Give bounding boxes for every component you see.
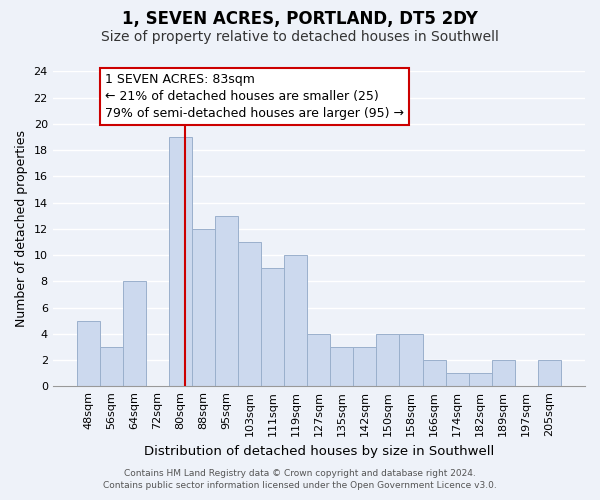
Bar [307,334,331,386]
Text: 1 SEVEN ACRES: 83sqm
← 21% of detached houses are smaller (25)
79% of semi-detac: 1 SEVEN ACRES: 83sqm ← 21% of detached h… [104,74,404,120]
Bar [400,334,422,386]
Bar [238,242,261,386]
Bar [538,360,561,386]
Bar [284,255,307,386]
Bar [169,137,192,386]
Bar [77,320,100,386]
Bar [446,373,469,386]
Bar [100,347,123,387]
Text: 1, SEVEN ACRES, PORTLAND, DT5 2DY: 1, SEVEN ACRES, PORTLAND, DT5 2DY [122,10,478,28]
Bar [353,347,376,387]
Bar [192,229,215,386]
Text: Size of property relative to detached houses in Southwell: Size of property relative to detached ho… [101,30,499,44]
Bar [469,373,491,386]
Bar [215,216,238,386]
Bar [491,360,515,386]
Bar [123,282,146,387]
Bar [331,347,353,387]
Bar [422,360,446,386]
Text: Contains HM Land Registry data © Crown copyright and database right 2024.
Contai: Contains HM Land Registry data © Crown c… [103,468,497,490]
Bar [376,334,400,386]
Y-axis label: Number of detached properties: Number of detached properties [15,130,28,328]
X-axis label: Distribution of detached houses by size in Southwell: Distribution of detached houses by size … [144,444,494,458]
Bar [261,268,284,386]
